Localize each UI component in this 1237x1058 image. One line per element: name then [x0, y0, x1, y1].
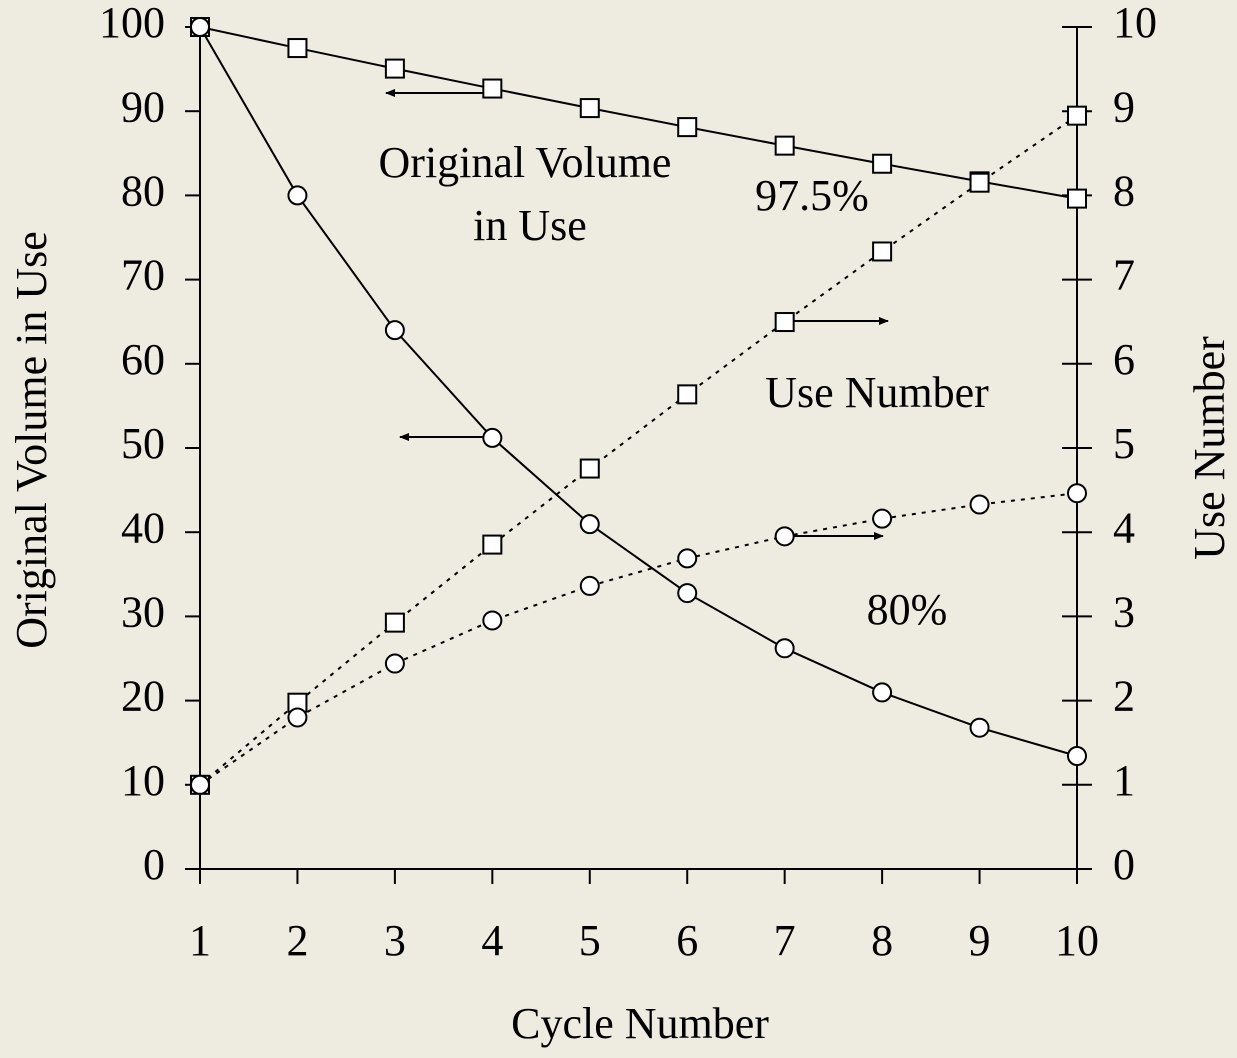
y2-tick-label: 4 [1113, 503, 1135, 552]
y-tick-label: 20 [121, 672, 165, 721]
x-tick-label: 6 [676, 916, 698, 965]
marker [1067, 483, 1087, 504]
marker [482, 534, 503, 555]
marker [482, 427, 503, 448]
marker [287, 185, 308, 206]
marker [677, 384, 698, 405]
x-tick-label: 10 [1055, 916, 1099, 965]
x-tick-label: 4 [481, 916, 503, 965]
marker [579, 98, 600, 119]
x-tick-label: 9 [969, 916, 991, 965]
marker [579, 514, 600, 535]
marker [287, 707, 308, 728]
x-tick-label: 1 [189, 916, 211, 965]
y-tick-label: 30 [121, 587, 165, 636]
annotation: Use Number [765, 368, 989, 417]
series-line [199, 26, 1078, 200]
x-tick-label: 3 [384, 916, 406, 965]
marker [384, 58, 405, 79]
marker [1067, 188, 1087, 209]
y-tick-label: 70 [121, 251, 165, 300]
y2-tick-label: 1 [1113, 756, 1135, 805]
y-tick-label: 40 [121, 503, 165, 552]
marker [384, 653, 405, 674]
annotation: in Use [473, 201, 587, 250]
marker [774, 312, 795, 333]
marker [969, 717, 990, 738]
marker [969, 494, 990, 515]
marker [1067, 105, 1087, 126]
x-tick-label: 8 [871, 916, 893, 965]
marker [190, 17, 210, 37]
y-axis-label: Original Volume in Use [7, 231, 56, 649]
marker [774, 526, 795, 547]
y2-tick-label: 2 [1113, 672, 1135, 721]
y-tick-label: 90 [121, 82, 165, 131]
marker [1067, 746, 1087, 767]
x-tick-label: 2 [286, 916, 308, 965]
series-line [199, 26, 1078, 757]
y-tick-label: 50 [121, 419, 165, 468]
annotation: Original Volume [379, 138, 672, 187]
y-tick-label: 0 [143, 840, 165, 889]
marker [872, 682, 893, 703]
marker [872, 153, 893, 174]
x-tick-label: 5 [579, 916, 601, 965]
y2-tick-label: 3 [1113, 587, 1135, 636]
marker [579, 458, 600, 479]
annotation: 80% [867, 585, 948, 634]
annotation: 97.5% [755, 171, 869, 220]
x-tick-label: 7 [774, 916, 796, 965]
marker [872, 241, 893, 262]
marker [579, 575, 600, 596]
marker [384, 320, 405, 341]
marker [190, 774, 210, 795]
y2-tick-label: 6 [1113, 335, 1135, 384]
marker [482, 610, 503, 631]
marker [482, 78, 503, 99]
series-line [199, 114, 1078, 786]
marker [677, 117, 698, 138]
marker [677, 548, 698, 569]
y2-tick-label: 5 [1113, 419, 1135, 468]
x-axis-label: Cycle Number [511, 999, 769, 1048]
y2-tick-label: 8 [1113, 166, 1135, 215]
y-tick-label: 60 [121, 335, 165, 384]
y2-tick-label: 9 [1113, 82, 1135, 131]
marker [384, 612, 405, 633]
marker [774, 135, 795, 156]
y2-tick-label: 7 [1113, 251, 1135, 300]
y2-axis-label: Use Number [1185, 336, 1234, 560]
marker [872, 508, 893, 529]
y-tick-label: 10 [121, 756, 165, 805]
marker [677, 583, 698, 604]
y-tick-label: 80 [121, 166, 165, 215]
y2-tick-label: 10 [1113, 0, 1157, 47]
y2-tick-label: 0 [1113, 840, 1135, 889]
y-tick-label: 100 [99, 0, 165, 47]
series-line [199, 492, 1078, 786]
marker [287, 38, 308, 59]
marker [774, 638, 795, 659]
marker [969, 172, 990, 193]
